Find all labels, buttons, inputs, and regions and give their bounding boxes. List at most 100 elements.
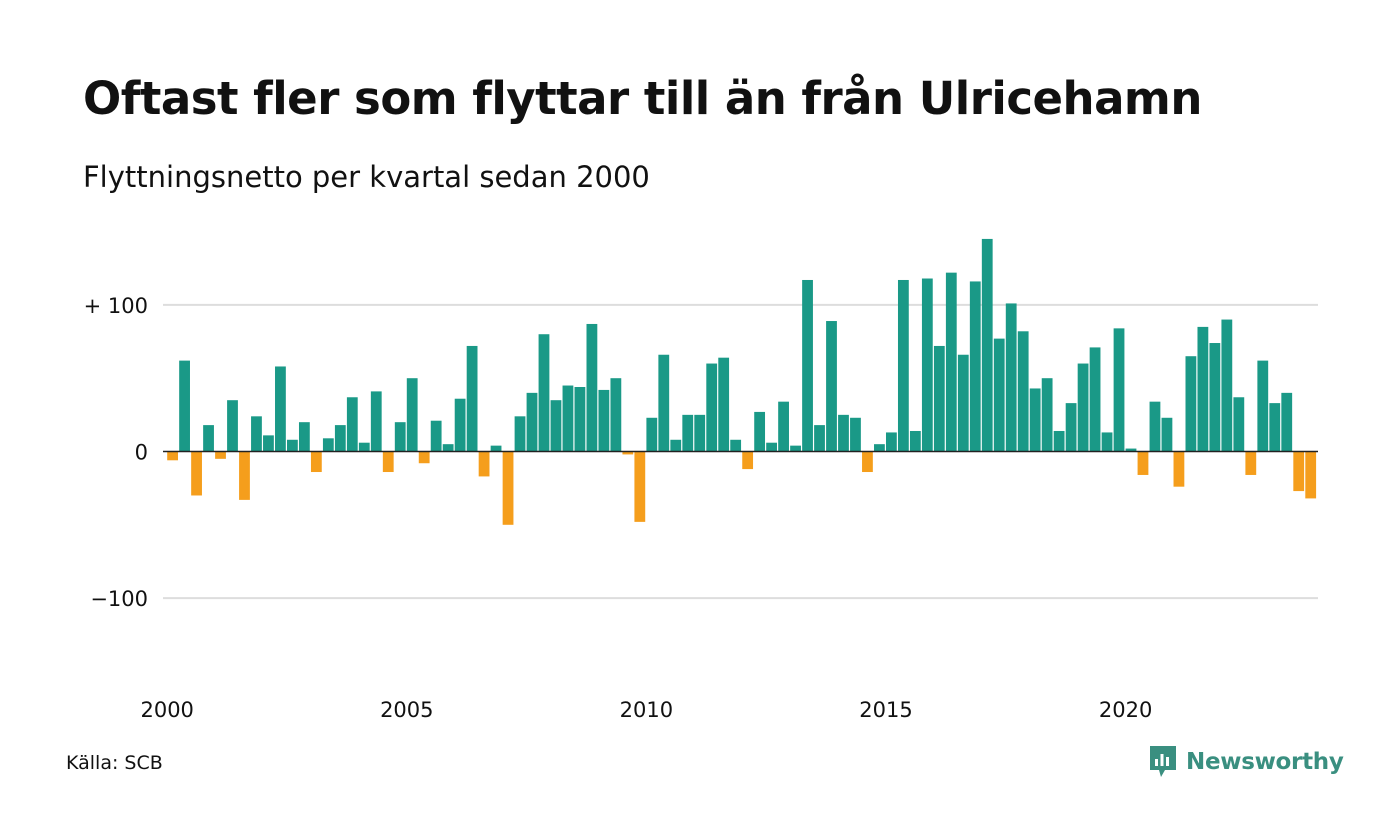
- bar: [754, 411, 766, 452]
- bar: [874, 444, 885, 452]
- bar: [706, 363, 718, 452]
- bar: [1125, 448, 1137, 452]
- bar: [382, 451, 394, 473]
- bar: [742, 451, 754, 470]
- bar: [334, 425, 346, 452]
- grid-lines: [163, 303, 1318, 600]
- bar: [251, 416, 262, 452]
- bar: [981, 238, 993, 452]
- bar: [1173, 451, 1185, 487]
- bar: [310, 451, 322, 473]
- bar: [945, 272, 957, 452]
- bar: [814, 425, 825, 452]
- bar: [1005, 303, 1017, 452]
- bar: [610, 378, 622, 452]
- bar: [370, 391, 382, 452]
- bar: [718, 357, 730, 452]
- bar: [1053, 430, 1065, 452]
- bar: [622, 451, 634, 455]
- bar: [1161, 417, 1173, 452]
- bar: [826, 321, 837, 452]
- bar: [538, 334, 550, 452]
- bar: [933, 345, 945, 452]
- bar: [921, 278, 933, 452]
- bar: [1269, 403, 1281, 452]
- bar: [418, 451, 430, 464]
- x-tick-label: 2020: [1099, 698, 1152, 722]
- y-tick-label: −100: [90, 587, 148, 611]
- bar: [1221, 319, 1233, 452]
- bar: [1209, 343, 1221, 452]
- bar: [634, 451, 646, 522]
- bar: [1029, 388, 1041, 452]
- bar: [394, 422, 406, 452]
- bar: [215, 451, 226, 459]
- bar: [802, 279, 813, 452]
- bar: [191, 451, 202, 496]
- bar: [490, 445, 502, 452]
- bar: [957, 354, 969, 452]
- bar: [1041, 378, 1053, 452]
- source-note: Källa: SCB: [66, 752, 163, 774]
- bar: [1305, 451, 1317, 499]
- bar: [778, 401, 789, 452]
- bar: [670, 439, 682, 452]
- bar: [406, 378, 418, 452]
- bar: [694, 414, 706, 452]
- bar: [766, 442, 777, 452]
- bar: [646, 417, 658, 452]
- bar: [179, 360, 190, 452]
- bar: [862, 451, 873, 473]
- bar: [167, 451, 178, 461]
- bar: [730, 439, 742, 452]
- bar: [275, 366, 286, 452]
- bar: [993, 338, 1005, 452]
- y-axis-labels: + 100 0 −100: [84, 294, 148, 611]
- bars: [167, 238, 1317, 525]
- bar: [682, 414, 694, 452]
- bar: [909, 430, 921, 452]
- bar: [227, 400, 238, 452]
- brand-logo: Newsworthy: [1148, 742, 1344, 782]
- bar: [478, 451, 490, 477]
- bar: [346, 397, 358, 452]
- bar: [1197, 326, 1209, 452]
- x-tick-label: 2000: [140, 698, 193, 722]
- bar: [1185, 356, 1197, 452]
- bar: [1293, 451, 1305, 492]
- bar: [1101, 432, 1113, 452]
- bar: [1137, 451, 1149, 475]
- bar: [562, 385, 574, 452]
- bar: [514, 416, 526, 452]
- bar: [322, 438, 334, 452]
- bar: [358, 442, 370, 452]
- x-axis-labels: 2000 2005 2010 2015 2020: [140, 698, 1152, 722]
- y-tick-label: + 100: [84, 294, 148, 318]
- chart-subtitle: Flyttningsnetto per kvartal sedan 2000: [83, 160, 650, 194]
- x-tick-label: 2005: [380, 698, 433, 722]
- bar: [1077, 363, 1089, 452]
- bar: [239, 451, 250, 500]
- bar: [1233, 397, 1245, 452]
- bar: [838, 414, 849, 452]
- bar: [298, 422, 310, 452]
- bar: [263, 435, 274, 452]
- bar: [658, 354, 670, 452]
- bar: [442, 444, 454, 452]
- bar: [897, 279, 909, 452]
- bar: [1257, 360, 1269, 452]
- bar: [1089, 347, 1101, 452]
- bar: [1065, 403, 1077, 452]
- bar: [454, 398, 466, 452]
- bar: [850, 417, 861, 452]
- bar: [969, 281, 981, 452]
- bar: [790, 445, 801, 452]
- chart-title: Oftast fler som flyttar till än från Ulr…: [83, 72, 1202, 125]
- bar: [502, 451, 514, 525]
- bar: [586, 323, 598, 452]
- bar: [550, 400, 562, 452]
- bar-chart-icon: [1150, 746, 1176, 777]
- brand-name: Newsworthy: [1186, 749, 1344, 775]
- x-tick-label: 2015: [859, 698, 912, 722]
